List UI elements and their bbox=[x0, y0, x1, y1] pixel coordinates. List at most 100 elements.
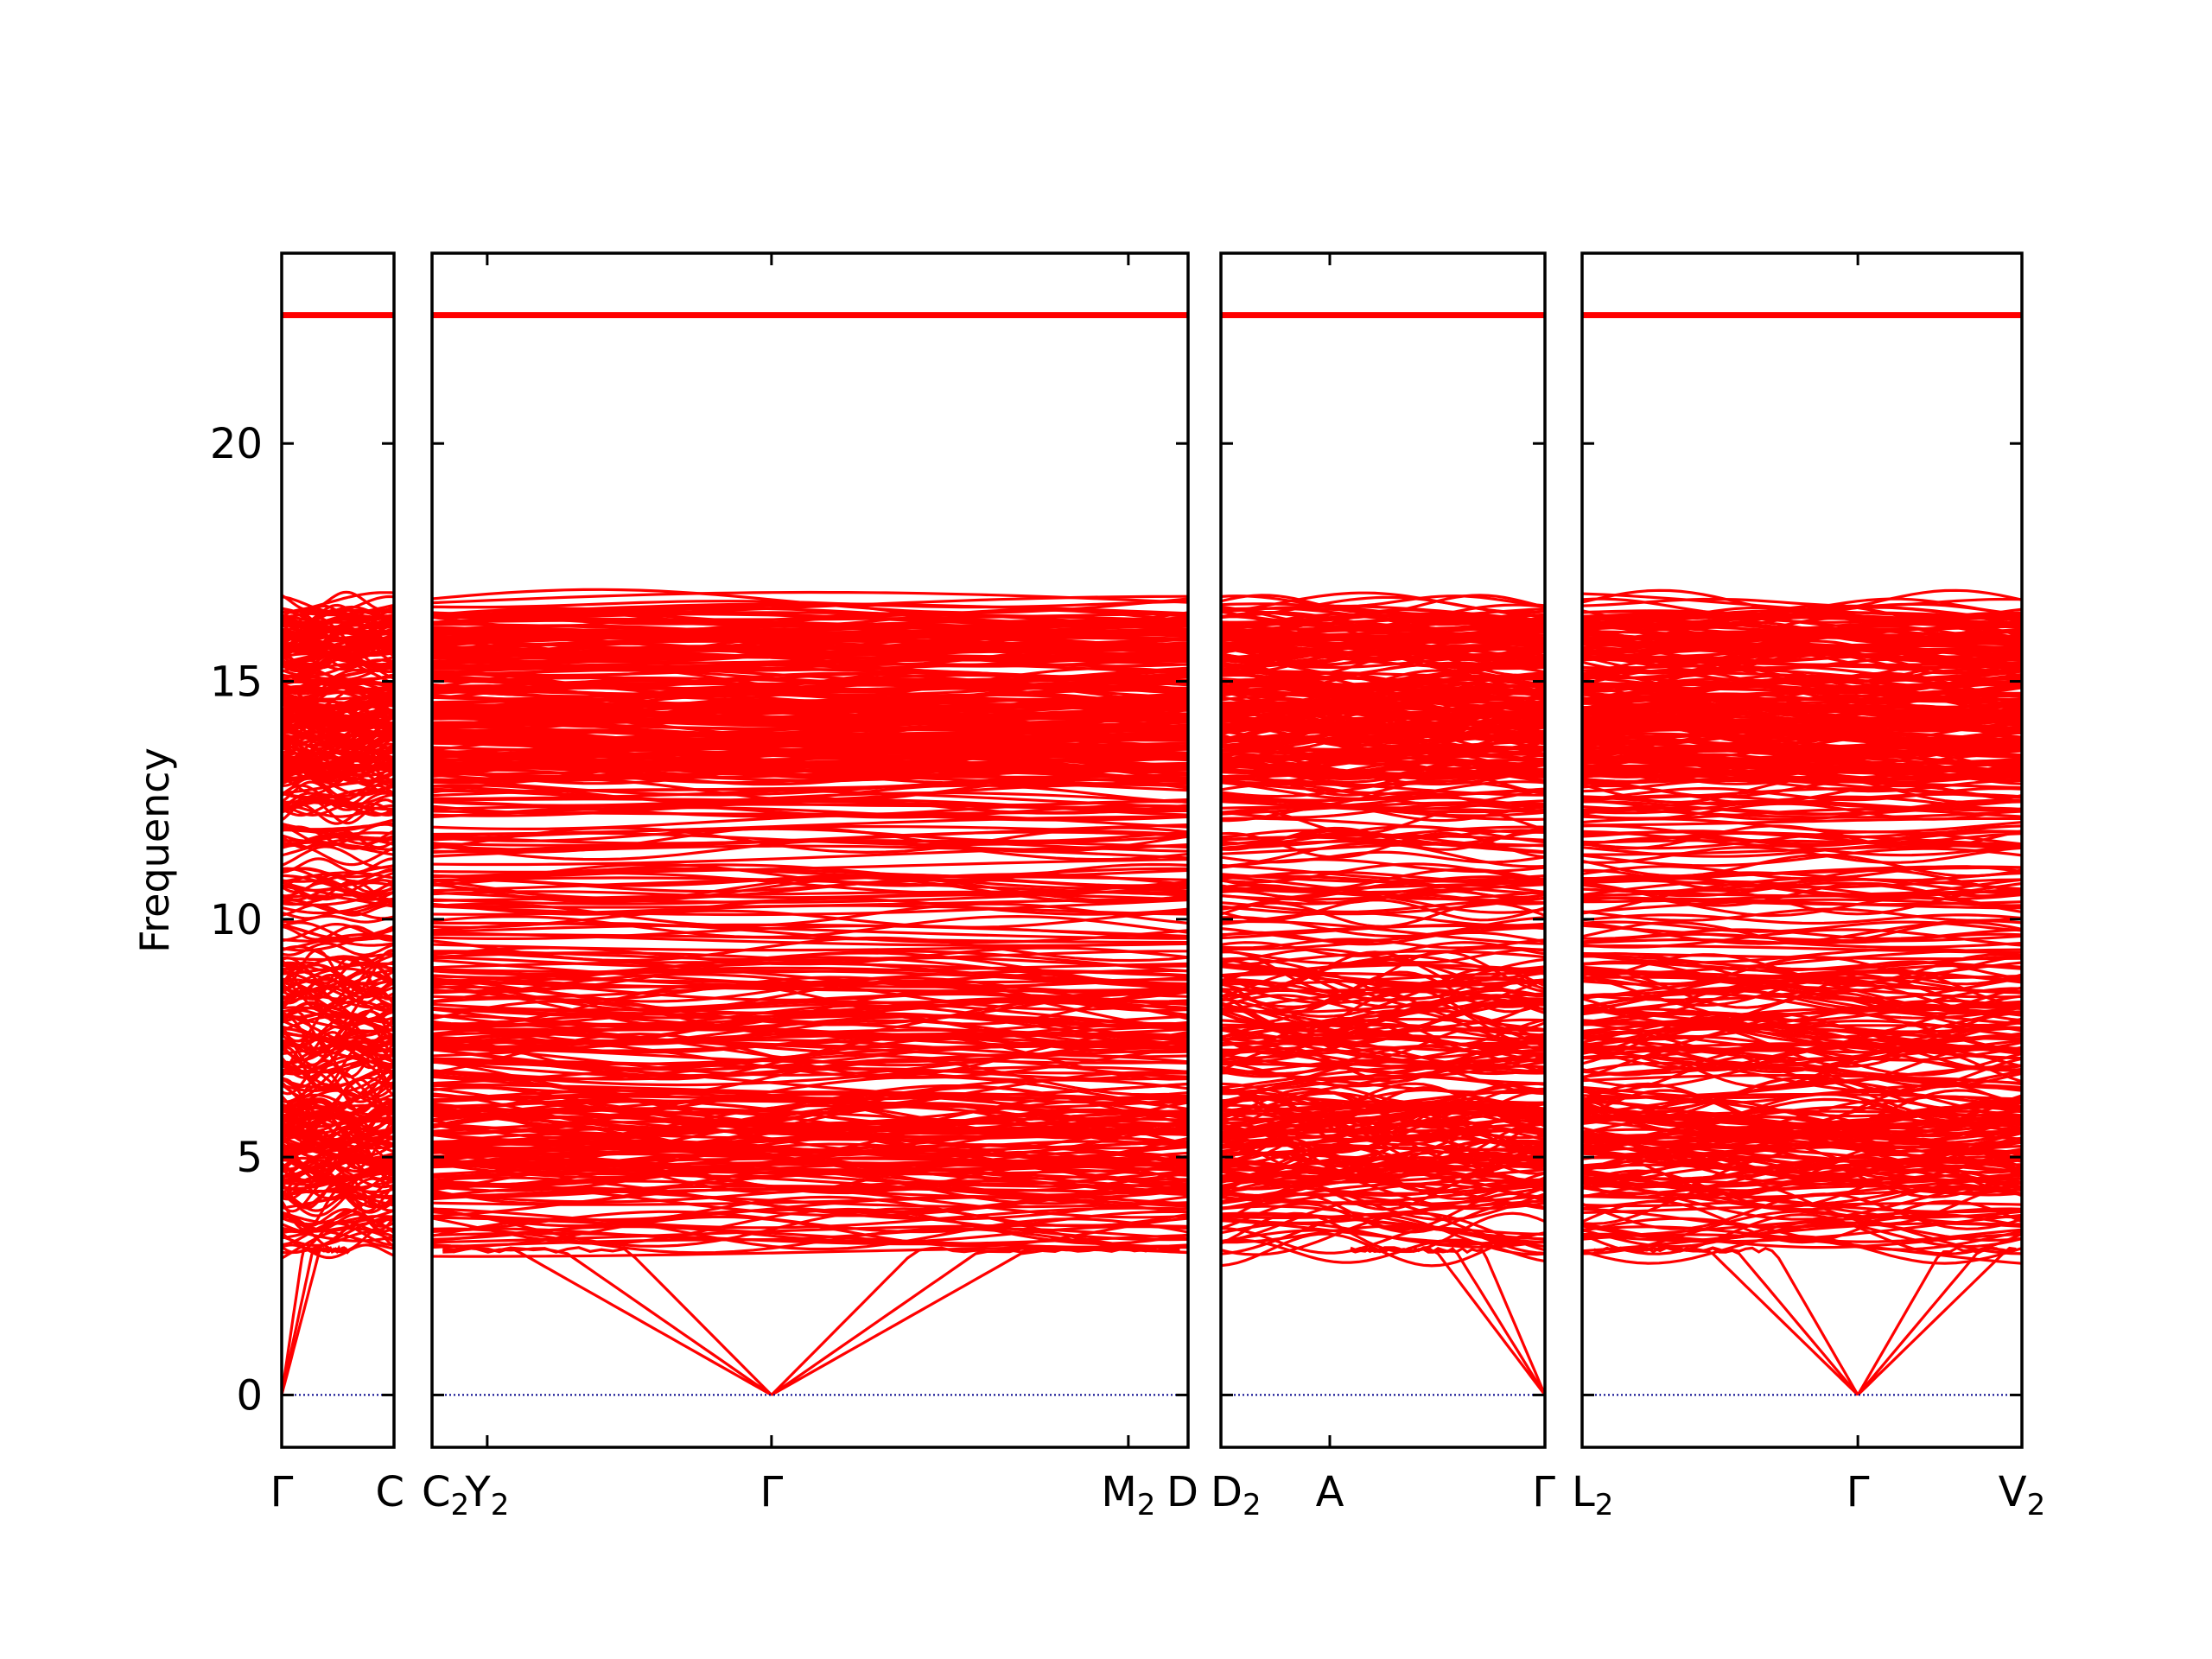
band-line bbox=[281, 857, 395, 874]
band-line bbox=[1220, 594, 1546, 615]
band-line bbox=[1581, 1212, 2023, 1255]
band-line bbox=[1220, 919, 1546, 945]
band-line bbox=[431, 898, 1189, 917]
band-line bbox=[282, 829, 395, 841]
band-line bbox=[1220, 898, 1546, 922]
band-line bbox=[1220, 1088, 1546, 1115]
band-line bbox=[281, 1065, 395, 1089]
band-line bbox=[1220, 896, 1546, 916]
band-line bbox=[1220, 1082, 1545, 1112]
acoustic-band bbox=[1856, 1246, 2017, 1396]
band-line bbox=[281, 715, 395, 730]
band-line bbox=[431, 984, 1189, 1020]
band-line bbox=[1581, 1021, 2023, 1054]
band-line bbox=[1220, 1082, 1546, 1116]
band-line bbox=[281, 956, 395, 969]
band-line bbox=[431, 639, 1189, 653]
band-line bbox=[431, 806, 1189, 822]
acoustic-band bbox=[280, 1244, 351, 1395]
band-line bbox=[431, 1012, 1189, 1049]
band-line bbox=[281, 603, 396, 626]
band-line bbox=[431, 815, 1188, 836]
x-tick-label: D bbox=[1166, 1468, 1198, 1516]
band-line bbox=[431, 1195, 1189, 1222]
band-line bbox=[281, 1077, 395, 1117]
acoustic-band bbox=[1856, 1246, 2017, 1396]
band-line bbox=[1220, 1112, 1546, 1128]
band-line bbox=[431, 823, 1189, 847]
band-line bbox=[1220, 1008, 1546, 1052]
y-tick-label: 10 bbox=[210, 896, 263, 944]
band-line bbox=[431, 931, 1189, 947]
band-line bbox=[431, 893, 1189, 906]
acoustic-band bbox=[1593, 1246, 1859, 1396]
band-line bbox=[1581, 830, 2023, 839]
band-line bbox=[1220, 1110, 1546, 1136]
band-line bbox=[1220, 1033, 1546, 1067]
band-line bbox=[431, 791, 1189, 807]
axis-ticks bbox=[282, 253, 2022, 1447]
band-line bbox=[1220, 829, 1546, 845]
band-line bbox=[1581, 669, 2023, 680]
band-line bbox=[1581, 913, 2023, 925]
band-line bbox=[1581, 592, 2023, 617]
band-line bbox=[431, 1019, 1189, 1046]
band-line bbox=[1581, 947, 2023, 964]
band-line bbox=[281, 969, 395, 988]
band-line bbox=[281, 979, 395, 1001]
band-line bbox=[281, 613, 395, 624]
x-tick-label: L2 bbox=[1572, 1468, 1613, 1522]
acoustic-band bbox=[771, 1246, 1180, 1396]
panel-frame bbox=[280, 251, 396, 1449]
band-line bbox=[1581, 907, 2023, 922]
band-line bbox=[1220, 941, 1546, 957]
band-line bbox=[431, 663, 1189, 678]
band-line bbox=[281, 590, 395, 612]
band-line bbox=[1220, 1219, 1546, 1245]
band-line bbox=[1220, 745, 1546, 760]
band-line bbox=[281, 1209, 395, 1225]
band-line bbox=[1581, 1064, 2023, 1098]
band-line bbox=[281, 952, 395, 962]
band-line bbox=[280, 1009, 396, 1055]
x-tick-label: C2 bbox=[422, 1468, 469, 1522]
band-line bbox=[431, 858, 1189, 874]
band-line bbox=[431, 663, 1189, 677]
band-line bbox=[281, 1011, 395, 1048]
band-line bbox=[1220, 842, 1546, 868]
band-line bbox=[1220, 1192, 1546, 1211]
band-line bbox=[1581, 1097, 2023, 1124]
band-line bbox=[281, 922, 395, 940]
band-line bbox=[1220, 1143, 1546, 1167]
band-line bbox=[1581, 1115, 2023, 1142]
band-line bbox=[281, 1014, 395, 1033]
band-line bbox=[281, 1186, 395, 1226]
band-line bbox=[1581, 1105, 2023, 1122]
band-line bbox=[281, 1069, 396, 1114]
band-line bbox=[1220, 883, 1546, 894]
band-line bbox=[1581, 1089, 2023, 1135]
band-line bbox=[281, 845, 395, 869]
band-line bbox=[1220, 946, 1546, 965]
band-line bbox=[431, 868, 1189, 879]
acoustic-band bbox=[442, 1246, 772, 1396]
band-line bbox=[1220, 963, 1546, 986]
y-tick-label: 20 bbox=[210, 420, 263, 468]
band-line bbox=[431, 605, 1188, 626]
band-line bbox=[281, 890, 395, 906]
band-line bbox=[1220, 961, 1546, 972]
band-line bbox=[1581, 955, 2023, 971]
band-line bbox=[1581, 924, 2023, 943]
band-line bbox=[281, 914, 395, 924]
band-line bbox=[1220, 948, 1546, 964]
band-line bbox=[1220, 591, 1546, 614]
band-line bbox=[1581, 847, 2023, 868]
band-line bbox=[1581, 919, 2023, 945]
band-line bbox=[1220, 1192, 1546, 1206]
band-line bbox=[1220, 1045, 1546, 1078]
band-line bbox=[1581, 928, 2023, 940]
x-tick-label: Γ bbox=[270, 1468, 294, 1516]
band-line bbox=[1220, 1186, 1546, 1224]
x-tick-label: V2 bbox=[1999, 1468, 2045, 1522]
